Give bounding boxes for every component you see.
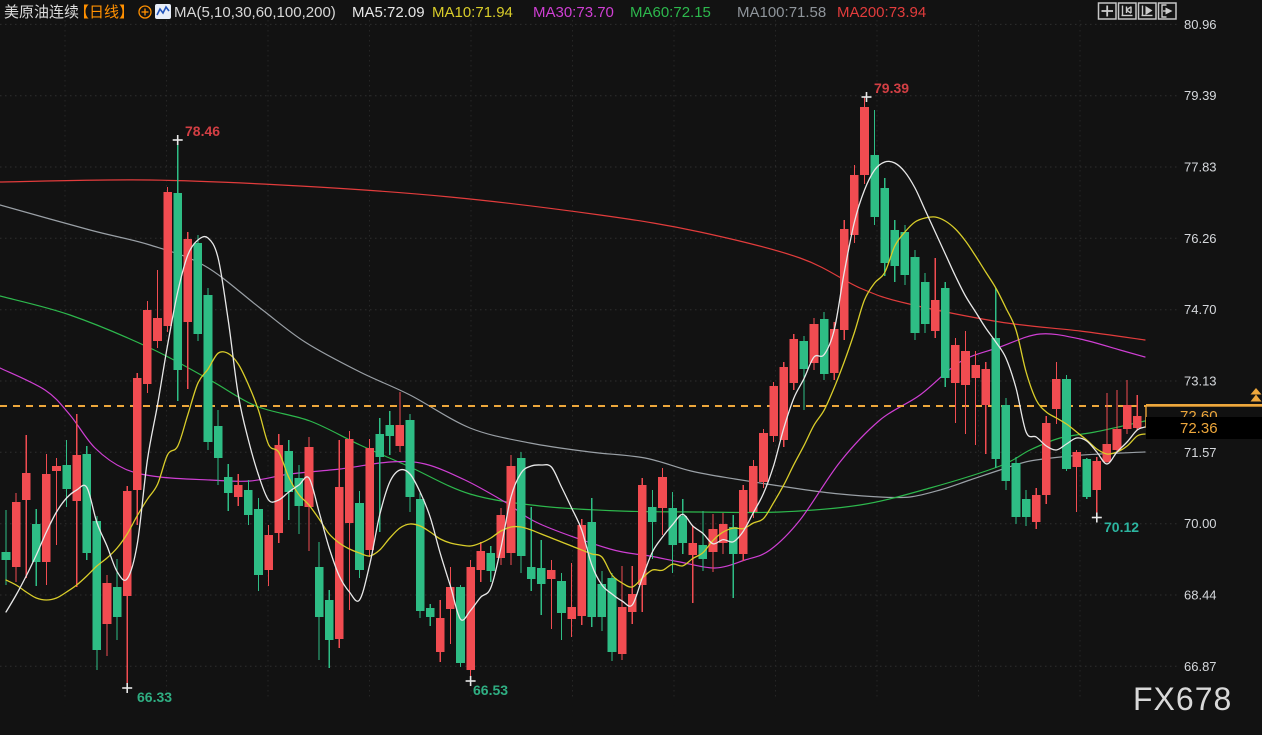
svg-text:MA30:73.70: MA30:73.70 <box>533 4 614 21</box>
svg-text:MA10:71.94: MA10:71.94 <box>432 4 513 21</box>
svg-text:74.70: 74.70 <box>1184 302 1217 317</box>
svg-text:79.39: 79.39 <box>1184 88 1217 103</box>
svg-text:78.46: 78.46 <box>185 123 220 139</box>
svg-text:【日线】: 【日线】 <box>74 4 134 21</box>
svg-text:80.96: 80.96 <box>1184 17 1217 32</box>
svg-text:MA(5,10,30,60,100,200): MA(5,10,30,60,100,200) <box>174 4 336 21</box>
svg-text:FX678: FX678 <box>1133 681 1232 717</box>
svg-text:MA200:73.94: MA200:73.94 <box>837 4 926 21</box>
svg-text:MA100:71.58: MA100:71.58 <box>737 4 826 21</box>
svg-text:66.53: 66.53 <box>473 682 508 698</box>
svg-text:MA5:72.09: MA5:72.09 <box>352 4 425 21</box>
svg-text:72.36: 72.36 <box>1180 420 1218 437</box>
svg-text:77.83: 77.83 <box>1184 160 1217 175</box>
svg-text:70.00: 70.00 <box>1184 516 1217 531</box>
svg-text:美原油连续: 美原油连续 <box>4 4 79 21</box>
svg-text:MA60:72.15: MA60:72.15 <box>630 4 711 21</box>
svg-text:66.33: 66.33 <box>137 689 172 705</box>
svg-text:73.13: 73.13 <box>1184 374 1217 389</box>
svg-text:66.87: 66.87 <box>1184 659 1217 674</box>
svg-text:71.57: 71.57 <box>1184 445 1217 460</box>
svg-text:79.39: 79.39 <box>874 80 909 96</box>
svg-text:76.26: 76.26 <box>1184 231 1217 246</box>
svg-text:70.12: 70.12 <box>1104 519 1139 535</box>
svg-text:68.44: 68.44 <box>1184 588 1217 603</box>
